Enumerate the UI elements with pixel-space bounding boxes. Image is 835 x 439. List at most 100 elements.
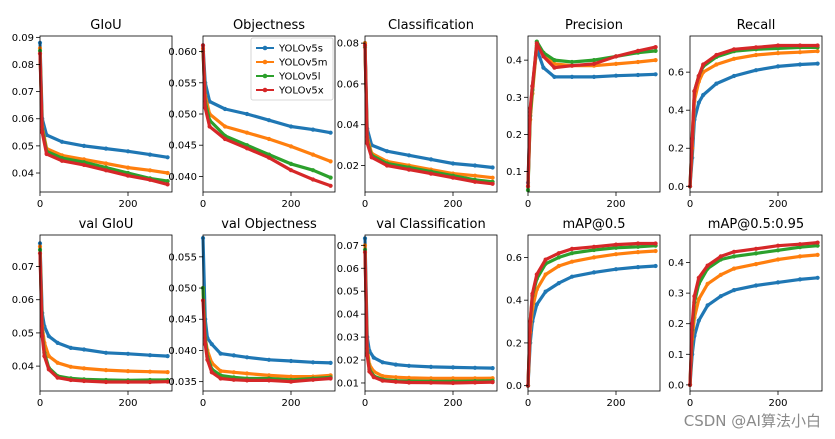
series-point-YOLOv5x xyxy=(450,380,456,386)
series-point-YOLOv5l xyxy=(552,58,557,63)
series-point-YOLOv5s xyxy=(591,74,597,79)
series-point-YOLOv5s xyxy=(591,270,597,275)
x-tick-label: 0 xyxy=(362,199,368,210)
y-tick-label: 0.035 xyxy=(168,377,197,388)
series-point-YOLOv5l xyxy=(328,175,333,180)
series-point-YOLOv5x xyxy=(775,243,781,248)
y-tick-label: 0.2 xyxy=(506,130,522,141)
series-point-YOLOv5s xyxy=(653,263,658,269)
subplot-title: Recall xyxy=(737,18,776,33)
series-point-YOLOv5x xyxy=(369,155,374,160)
subplot-title: Classification xyxy=(388,18,474,33)
series-point-YOLOv5s xyxy=(428,364,434,369)
y-tick-label: 0.055 xyxy=(168,78,197,89)
series-point-YOLOv5s xyxy=(753,283,759,288)
y-tick-label: 0.04 xyxy=(337,310,359,321)
series-point-YOLOv5x xyxy=(231,377,236,382)
series-point-YOLOv5s xyxy=(231,353,236,358)
series-point-YOLOv5x xyxy=(59,158,65,163)
series-point-YOLOv5m xyxy=(328,159,333,164)
subplot-title: val GIoU xyxy=(79,217,134,232)
y-tick-label: 0.4 xyxy=(668,258,684,269)
x-tick-label: 200 xyxy=(443,398,462,409)
series-point-YOLOv5s xyxy=(718,294,723,299)
series-point-YOLOv5x xyxy=(125,379,131,385)
y-tick-label: 0.06 xyxy=(12,295,34,306)
series-point-YOLOv5l xyxy=(165,179,170,184)
series-point-YOLOv5x xyxy=(365,353,370,358)
x-tick-label: 200 xyxy=(768,398,787,409)
series-point-YOLOv5s xyxy=(393,362,398,367)
y-tick-label: 0.055 xyxy=(168,252,197,263)
series-point-YOLOv5x xyxy=(543,257,548,262)
series-point-YOLOv5s xyxy=(472,365,478,370)
series-point-YOLOv5s xyxy=(218,351,223,356)
series-point-YOLOv5x xyxy=(42,354,47,359)
series-point-YOLOv5x xyxy=(428,171,434,176)
series-point-YOLOv5x xyxy=(530,84,535,89)
subplot-4: Recall 0 200 0.0 0.2 0.4 0.6 xyxy=(668,18,823,210)
series-point-YOLOv5m xyxy=(147,168,153,173)
series-point-YOLOv5m xyxy=(244,371,250,376)
series-point-YOLOv5m xyxy=(393,375,398,380)
series-point-YOLOv5l xyxy=(569,59,575,65)
series-point-YOLOv5m xyxy=(705,281,710,286)
series-point-YOLOv5x xyxy=(701,62,706,67)
series-point-YOLOv5x xyxy=(384,163,390,168)
series-point-YOLOv5x xyxy=(81,378,87,384)
series-point-YOLOv5s xyxy=(534,302,539,307)
series-point-YOLOv5s xyxy=(165,354,170,359)
series-point-YOLOv5s xyxy=(731,73,737,79)
series-point-YOLOv5l xyxy=(775,248,781,253)
series-line-YOLOv5s xyxy=(526,47,658,185)
x-tick-label: 0 xyxy=(687,398,693,409)
series-point-YOLOv5x xyxy=(696,73,701,79)
series-point-YOLOv5m xyxy=(103,161,109,166)
y-tick-label: 0.6 xyxy=(668,68,684,79)
series-point-YOLOv5x xyxy=(534,41,539,46)
series-point-YOLOv5s xyxy=(380,360,385,365)
series-point-YOLOv5x xyxy=(591,61,597,66)
series-point-YOLOv5x xyxy=(393,379,398,384)
series-point-YOLOv5x xyxy=(367,369,372,374)
series-point-YOLOv5s xyxy=(55,340,60,345)
y-tick-label: 0.2 xyxy=(668,144,684,155)
x-tick-label: 0 xyxy=(525,199,531,210)
series-point-YOLOv5m xyxy=(490,175,495,180)
series-point-YOLOv5s xyxy=(310,127,316,132)
series-point-YOLOv5s xyxy=(328,360,333,365)
x-tick-label: 200 xyxy=(443,199,462,210)
series-point-YOLOv5s xyxy=(81,347,87,352)
subplot-7: val Classification 0 200 0.01 0.02 0.03 0.04 0.… xyxy=(337,217,498,409)
y-tick-label: 0.0 xyxy=(506,381,522,392)
y-tick-label: 0.04 xyxy=(12,362,34,373)
y-tick-label: 0.07 xyxy=(12,87,34,98)
series-point-YOLOv5s xyxy=(147,152,153,157)
y-tick-label: 0.05 xyxy=(12,328,34,339)
x-tick-label: 0 xyxy=(362,398,368,409)
series-point-YOLOv5l xyxy=(653,48,658,54)
series-line-YOLOv5m xyxy=(688,253,820,387)
series-point-YOLOv5s xyxy=(328,130,333,135)
series-point-YOLOv5x xyxy=(692,89,697,94)
series-point-YOLOv5s xyxy=(635,265,641,270)
series-point-YOLOv5s xyxy=(371,355,376,360)
series-point-YOLOv5m xyxy=(244,130,250,135)
series-point-YOLOv5m xyxy=(718,272,723,277)
series-point-YOLOv5x xyxy=(718,254,723,259)
x-tick-label: 0 xyxy=(200,398,206,409)
series-point-YOLOv5m xyxy=(815,49,820,54)
series-point-YOLOv5s xyxy=(103,146,109,151)
series-point-YOLOv5x xyxy=(40,130,45,135)
series-point-YOLOv5s xyxy=(288,124,294,129)
series-point-YOLOv5s xyxy=(244,111,250,117)
series-point-YOLOv5m xyxy=(731,266,737,271)
y-tick-label: 0.3 xyxy=(668,289,684,300)
series-point-YOLOv5x xyxy=(569,63,575,68)
series-point-YOLOv5s xyxy=(635,72,641,78)
series-point-YOLOv5m xyxy=(125,165,131,170)
series-point-YOLOv5x xyxy=(690,321,695,326)
series-line-YOLOv5s xyxy=(363,41,495,170)
series-point-YOLOv5s xyxy=(541,65,546,70)
series-point-YOLOv5x xyxy=(556,251,561,256)
